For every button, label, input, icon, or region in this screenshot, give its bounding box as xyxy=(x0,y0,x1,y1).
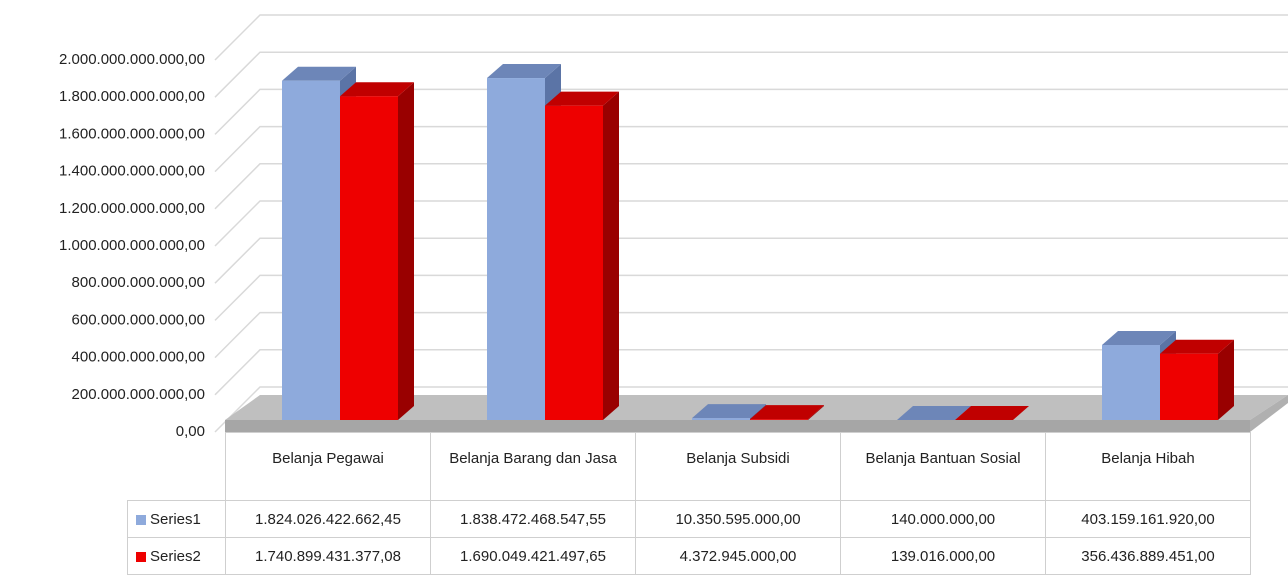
legend-cell: Series1 xyxy=(127,500,226,538)
value-cell: 1.838.472.468.547,55 xyxy=(430,500,636,538)
y-tick-label: 1.600.000.000.000,00 xyxy=(59,125,205,142)
legend-label: Series2 xyxy=(150,547,201,565)
y-tick-label: 1.000.000.000.000,00 xyxy=(59,237,205,254)
category-cell: Belanja Subsidi xyxy=(635,432,841,501)
category-cell: Belanja Pegawai xyxy=(225,432,431,501)
legend-key xyxy=(136,514,146,525)
bar xyxy=(545,105,603,420)
bar-side xyxy=(808,405,824,420)
y-tick-label: 400.000.000.000,00 xyxy=(72,349,205,366)
bar xyxy=(487,78,545,420)
y-tick-label: 1.800.000.000.000,00 xyxy=(59,88,205,105)
grid-line xyxy=(214,51,1288,98)
y-tick-label: 800.000.000.000,00 xyxy=(72,274,205,291)
series-row: Series1 1.824.026.422.662,45 1.838.472.468… xyxy=(127,500,1251,538)
y-tick-label: 1.200.000.000.000,00 xyxy=(59,200,205,217)
bar xyxy=(1102,345,1160,420)
grid-line xyxy=(214,237,1288,284)
value-cell: 140.000.000,00 xyxy=(840,500,1046,538)
floor-side xyxy=(1250,395,1288,432)
value-cell: 139.016.000,00 xyxy=(840,537,1046,575)
bar xyxy=(750,419,808,420)
grid-line xyxy=(214,88,1288,135)
value-cell: 10.350.595.000,00 xyxy=(635,500,841,538)
bar xyxy=(692,418,750,420)
category-cell: Belanja Hibah xyxy=(1045,432,1251,501)
bar-side xyxy=(398,82,414,421)
grid-line xyxy=(214,349,1288,396)
value-cell: 1.690.049.421.497,65 xyxy=(430,537,636,575)
bar xyxy=(1160,353,1218,420)
bar xyxy=(340,96,398,421)
bar-top xyxy=(545,91,619,106)
bar-side xyxy=(603,91,619,420)
y-tick-label: 1.400.000.000.000,00 xyxy=(59,163,205,180)
bar-top xyxy=(1160,339,1234,354)
category-cell: Belanja Barang dan Jasa xyxy=(430,432,636,501)
y-tick-label: 200.000.000.000,00 xyxy=(72,386,205,403)
bar-top xyxy=(282,66,356,81)
y-tick-label: 600.000.000.000,00 xyxy=(72,311,205,328)
bar-top xyxy=(692,404,766,419)
y-tick-label: 0,00 xyxy=(176,423,205,440)
corner-cell xyxy=(128,433,226,501)
grid-line xyxy=(214,125,1288,173)
grid-line xyxy=(214,311,1288,359)
legend-key xyxy=(136,551,146,562)
category-cell: Belanja Bantuan Sosial xyxy=(840,432,1046,501)
value-cell: 1.824.026.422.662,45 xyxy=(225,500,431,538)
grid-line xyxy=(214,163,1288,210)
bar xyxy=(282,80,340,421)
bar-top xyxy=(340,82,414,97)
grid-line xyxy=(214,200,1288,247)
bar-top xyxy=(897,405,971,420)
bar-side xyxy=(1218,339,1234,420)
bar-top xyxy=(750,405,824,420)
series-row: Series2 1.740.899.431.377,08 1.690.049.421… xyxy=(127,537,1251,575)
value-cell: 356.436.889.451,00 xyxy=(1045,537,1251,575)
value-cell: 4.372.945.000,00 xyxy=(635,537,841,575)
bar-side xyxy=(1013,405,1029,420)
floor-front xyxy=(225,420,1250,432)
data-table: Belanja Pegawai Belanja Barang dan Jasa Be… xyxy=(127,432,1251,575)
value-cell: 403.159.161.920,00 xyxy=(1045,500,1251,538)
bar-top xyxy=(487,64,561,79)
bar-top xyxy=(1102,331,1176,346)
legend-cell: Series2 xyxy=(127,537,226,575)
y-tick-label: 2.000.000.000.000,00 xyxy=(59,51,205,68)
category-row: Belanja Pegawai Belanja Barang dan Jasa Be… xyxy=(128,432,1251,501)
grid-line xyxy=(214,14,1288,61)
value-cell: 1.740.899.431.377,08 xyxy=(225,537,431,575)
grid-line xyxy=(214,274,1288,321)
legend-label: Series1 xyxy=(150,510,201,528)
bar-top xyxy=(955,405,1029,420)
